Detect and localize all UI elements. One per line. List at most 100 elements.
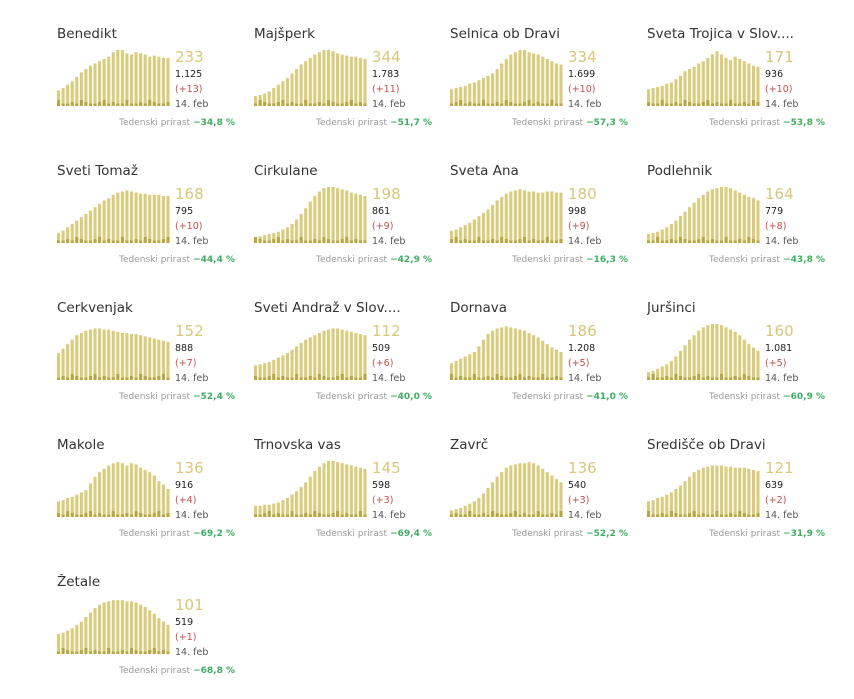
daily-bar bbox=[715, 102, 719, 106]
daily-bar bbox=[665, 514, 669, 517]
weekly-growth-value: −52,4 % bbox=[193, 392, 235, 402]
daily-bar bbox=[331, 240, 335, 243]
bar bbox=[143, 606, 147, 654]
bar bbox=[742, 61, 746, 106]
daily-bar bbox=[665, 103, 669, 106]
bar bbox=[669, 223, 673, 243]
bar bbox=[322, 463, 326, 517]
daily-bar bbox=[88, 103, 93, 106]
daily-bar bbox=[724, 514, 728, 517]
daily-bar bbox=[285, 377, 290, 380]
daily-bar bbox=[532, 377, 536, 380]
date-label: 14. feb bbox=[175, 510, 209, 521]
bar bbox=[669, 492, 673, 517]
daily-bar bbox=[317, 240, 321, 243]
bar bbox=[166, 489, 170, 517]
bar bbox=[111, 194, 115, 243]
bar bbox=[692, 202, 696, 243]
bar bbox=[304, 339, 308, 380]
bar bbox=[57, 232, 61, 243]
daily-bar bbox=[545, 103, 549, 106]
bar bbox=[751, 347, 755, 380]
daily-bar bbox=[518, 239, 522, 243]
daily-bar bbox=[157, 651, 161, 654]
daily-bar bbox=[738, 377, 742, 380]
sparkline-chart bbox=[254, 461, 367, 517]
bar bbox=[358, 194, 362, 243]
bar bbox=[336, 328, 340, 380]
weekly-growth: Tedenski prirast −52,4 % bbox=[57, 392, 235, 402]
weekly-growth-label: Tedenski prirast bbox=[119, 529, 191, 539]
daily-bar bbox=[363, 240, 367, 243]
daily-bar bbox=[93, 650, 97, 654]
weekly-growth: Tedenski prirast −34,8 % bbox=[57, 118, 235, 128]
daily-bar bbox=[697, 374, 701, 380]
bar bbox=[715, 465, 719, 517]
daily-bar bbox=[66, 377, 70, 380]
bar bbox=[116, 331, 120, 380]
bar bbox=[254, 95, 258, 106]
active-cases-value: 168 bbox=[175, 185, 204, 203]
daily-bar bbox=[61, 648, 65, 654]
daily-bar bbox=[545, 514, 549, 517]
daily-bar bbox=[527, 240, 531, 243]
bar bbox=[481, 78, 486, 106]
daily-bar bbox=[79, 650, 83, 654]
weekly-growth-label: Tedenski prirast bbox=[512, 392, 584, 402]
bar bbox=[710, 465, 714, 517]
daily-bar bbox=[340, 374, 344, 380]
daily-bar bbox=[317, 513, 321, 517]
bar bbox=[660, 496, 664, 517]
chart-tile: Trnovska vas 145 598 (+3) 14. feb Tedenski pr… bbox=[254, 437, 444, 562]
daily-bar bbox=[93, 103, 97, 106]
bar bbox=[326, 461, 331, 517]
bar bbox=[459, 86, 463, 106]
daily-bar bbox=[477, 103, 481, 106]
daily-bar bbox=[729, 100, 733, 106]
bar bbox=[651, 88, 655, 106]
bar bbox=[111, 330, 115, 380]
daily-bar bbox=[472, 514, 476, 517]
daily-bar bbox=[70, 102, 74, 106]
bar bbox=[454, 229, 458, 243]
bar bbox=[450, 510, 454, 517]
bar bbox=[295, 219, 299, 243]
bar bbox=[143, 54, 147, 106]
daily-bar bbox=[468, 102, 472, 106]
bar bbox=[715, 51, 719, 106]
daily-bar bbox=[61, 103, 65, 106]
bar bbox=[477, 216, 481, 243]
bar bbox=[152, 475, 156, 517]
total-cases-value: 1.081 bbox=[765, 343, 793, 354]
bar bbox=[527, 462, 531, 517]
daily-bar bbox=[93, 514, 97, 517]
daily-bar bbox=[107, 377, 111, 380]
daily-bar bbox=[326, 514, 331, 517]
daily-bar bbox=[75, 651, 79, 654]
daily-bar bbox=[477, 514, 481, 517]
daily-bar bbox=[111, 651, 115, 654]
bar bbox=[491, 204, 495, 243]
daily-bar bbox=[299, 514, 303, 517]
daily-bar bbox=[522, 102, 527, 106]
bar bbox=[281, 229, 285, 243]
bar bbox=[299, 343, 303, 380]
bar bbox=[500, 327, 504, 380]
daily-change-value: (+9) bbox=[568, 221, 590, 232]
bar bbox=[701, 61, 705, 106]
bar bbox=[93, 207, 97, 243]
weekly-growth-value: −44,4 % bbox=[193, 255, 235, 265]
daily-bar bbox=[715, 511, 719, 517]
bar bbox=[660, 366, 664, 380]
daily-bar bbox=[79, 377, 83, 380]
daily-bar bbox=[88, 240, 93, 243]
bar bbox=[477, 497, 481, 517]
daily-bar bbox=[454, 102, 458, 106]
daily-bar bbox=[88, 651, 93, 654]
bar bbox=[559, 64, 563, 106]
daily-bar bbox=[272, 374, 276, 380]
date-label: 14. feb bbox=[175, 373, 209, 384]
daily-bar bbox=[84, 240, 88, 243]
bar bbox=[263, 504, 267, 517]
weekly-growth-label: Tedenski prirast bbox=[709, 118, 781, 128]
